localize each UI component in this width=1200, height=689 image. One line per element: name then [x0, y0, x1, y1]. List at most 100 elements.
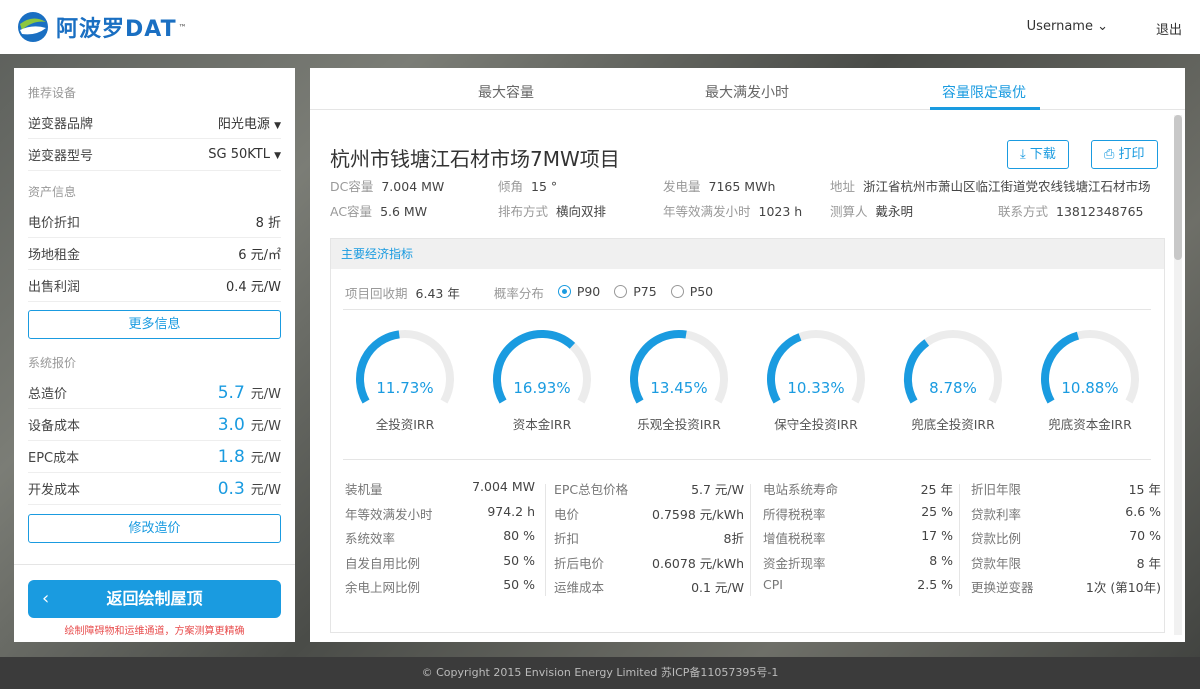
irr-gauge: 10.33% 保守全投资IRR: [756, 330, 876, 434]
param-row: 折扣 8折: [554, 528, 744, 553]
param-label: 更换逆变器: [971, 580, 1034, 595]
irr-gauge: 16.93% 资本金IRR: [482, 330, 602, 434]
price-row: EPC成本 1.8 元/W: [28, 441, 281, 473]
param-row: 更换逆变器 1次 (第10年): [971, 577, 1161, 602]
caret-down-icon: ▼: [274, 151, 281, 161]
logo-text: 阿波罗DAT: [56, 17, 177, 42]
tab-capacity-limited-optimal[interactable]: 容量限定最优: [942, 85, 1026, 101]
asset-row: 出售利润 0.4 元/W: [28, 270, 281, 302]
irr-gauge: 11.73% 全投资IRR: [345, 330, 465, 434]
section-asset: 资产信息: [28, 185, 77, 199]
modify-price-button[interactable]: 修改造价: [28, 514, 281, 543]
logout-link[interactable]: 退出: [1155, 23, 1182, 38]
probability-label: 概率分布: [493, 286, 544, 301]
value: 0.3: [217, 478, 245, 499]
param-label: 装机量: [345, 482, 383, 497]
param-value: 8折: [723, 531, 744, 546]
project-title: 杭州市钱塘江石材市场7MW项目: [330, 147, 620, 171]
tab-max-capacity[interactable]: 最大容量: [478, 85, 534, 101]
value: 5.7: [217, 382, 245, 403]
more-info-button[interactable]: 更多信息: [28, 310, 281, 339]
param-label: 贷款比例: [971, 531, 1022, 546]
label: 打印: [1118, 147, 1145, 162]
param-value: 25 年: [920, 482, 953, 497]
param-label: 贷款年限: [971, 555, 1022, 571]
section-price: 系统报价: [28, 356, 77, 370]
param-row: 电价 0.7598 元/kWh: [554, 504, 744, 529]
irr-gauge: 8.78% 兜底全投资IRR: [893, 330, 1013, 434]
param-label: 年等效满发小时: [345, 506, 433, 522]
left-panel: 推荐设备 逆变器品牌 阳光电源 ▼ 逆变器型号 SG 50KTL ▼ 资产信息 电价…: [14, 68, 295, 642]
user-menu[interactable]: Username ⌄: [1027, 19, 1108, 34]
economics-title: 主要经济指标: [331, 239, 1164, 269]
download-icon: ⤓: [1020, 147, 1026, 162]
unit: 元/W: [250, 450, 281, 466]
param-group: EPC总包价格 5.7 元/W 电价 0.7598 元/kWh 折扣 8折 折后电价 0.60…: [554, 479, 744, 602]
tab-max-full-hours[interactable]: 最大满发小时: [705, 85, 789, 101]
param-label: CPI: [763, 577, 783, 592]
param-value: 50 %: [503, 552, 535, 568]
unit: 元/W: [250, 386, 281, 402]
param-group: 折旧年限 15 年贷款利率 6.6 % 贷款比例 70 % 贷款年限 8 年更换逆变器 1次 …: [971, 479, 1161, 602]
print-button[interactable]: ⎙ 打印: [1091, 140, 1158, 169]
param-row: 贷款年限 8 年: [971, 553, 1161, 578]
param-group: 电站系统寿命 25 年所得税税率 25 % 增值税税率 17 % 资金折现率 8 % CPI 2…: [763, 479, 953, 602]
scrollbar-thumb[interactable]: [1174, 115, 1182, 260]
param-row: 增值税税率 17 %: [763, 528, 953, 553]
irr-gauge: 10.88% 兜底资本金IRR: [1030, 330, 1150, 434]
param-label: 系统效率: [345, 531, 396, 546]
radio-p90[interactable]: P90: [557, 284, 600, 299]
username: Username: [1026, 19, 1093, 34]
info-calculator: 测算人 戴永明: [830, 204, 914, 219]
param-value: 6.6 %: [1125, 503, 1161, 519]
gauge-value: 10.33%: [787, 379, 845, 397]
param-row: CPI 2.5 %: [763, 577, 953, 602]
info-address: 地址 浙江省杭州市萧山区临江街道党农线钱塘江石材市场: [830, 179, 1151, 194]
asset-row: 场地租金 6 元/㎡: [28, 238, 281, 270]
param-value: 5.7 元/W: [691, 482, 744, 497]
logo[interactable]: 阿波罗DAT ™: [16, 10, 187, 44]
param-value: 974.2 h: [487, 503, 535, 519]
param-value: 50 %: [503, 577, 535, 592]
info-contact: 联系方式 13812348765: [998, 204, 1144, 219]
param-value: 17 %: [921, 528, 953, 543]
param-value: 0.7598 元/kWh: [652, 506, 744, 522]
param-row: 折后电价 0.6078 元/kWh: [554, 553, 744, 578]
payback-value: 6.43 年: [415, 286, 460, 301]
back-to-draw-roof-button[interactable]: ‹ 返回绘制屋顶: [28, 580, 281, 618]
radio-p75[interactable]: P75: [614, 284, 657, 299]
param-row: 年等效满发小时 974.2 h: [345, 504, 535, 529]
unit: 元/W: [250, 482, 281, 498]
active-tab-indicator: [930, 107, 1040, 110]
param-value: 15 年: [1128, 482, 1161, 497]
value: 阳光电源: [217, 117, 270, 132]
main-panel: 最大容量 最大满发小时 容量限定最优 杭州市钱塘江石材市场7MW项目 ⤓ 下载 …: [310, 68, 1185, 642]
param-row: 余电上网比例 50 %: [345, 577, 535, 602]
download-button[interactable]: ⤓ 下载: [1007, 140, 1069, 169]
label: 总造价: [28, 387, 68, 402]
param-label: 增值税税率: [763, 531, 826, 546]
tab-bar: 最大容量 最大满发小时 容量限定最优: [310, 68, 1185, 110]
warning-text: 绘制障碍物和运维通道，方案测算更精确: [64, 626, 245, 637]
value: 6 元/㎡: [238, 248, 281, 263]
param-value: 80 %: [503, 528, 535, 543]
radio-p50[interactable]: P50: [670, 284, 713, 299]
caret-down-icon: ▼: [274, 121, 281, 131]
value: 8 折: [255, 216, 281, 231]
irr-gauge: 13.45% 乐观全投资IRR: [619, 330, 739, 434]
gauge-fill: [767, 333, 802, 404]
param-value: 1次 (第10年): [1085, 580, 1161, 595]
param-row: 折旧年限 15 年: [971, 479, 1161, 504]
payback-row: 项目回收期 6.43 年 概率分布 P90 P75 P50: [345, 283, 713, 302]
trademark: ™: [178, 22, 187, 32]
chevron-left-icon: ‹: [42, 588, 50, 609]
economics-panel: 主要经济指标 项目回收期 6.43 年 概率分布 P90 P75 P50 11.7…: [330, 238, 1165, 633]
inverter-brand-select[interactable]: 逆变器品牌 阳光电源 ▼: [28, 107, 281, 139]
price-row: 设备成本 3.0 元/W: [28, 409, 281, 441]
divider: [959, 484, 960, 596]
scrollbar[interactable]: [1174, 115, 1182, 635]
label: 出售利润: [28, 280, 81, 295]
value: 1.8: [217, 446, 245, 467]
inverter-model-select[interactable]: 逆变器型号 SG 50KTL ▼: [28, 139, 281, 171]
gauge-value: 16.93%: [513, 379, 571, 397]
